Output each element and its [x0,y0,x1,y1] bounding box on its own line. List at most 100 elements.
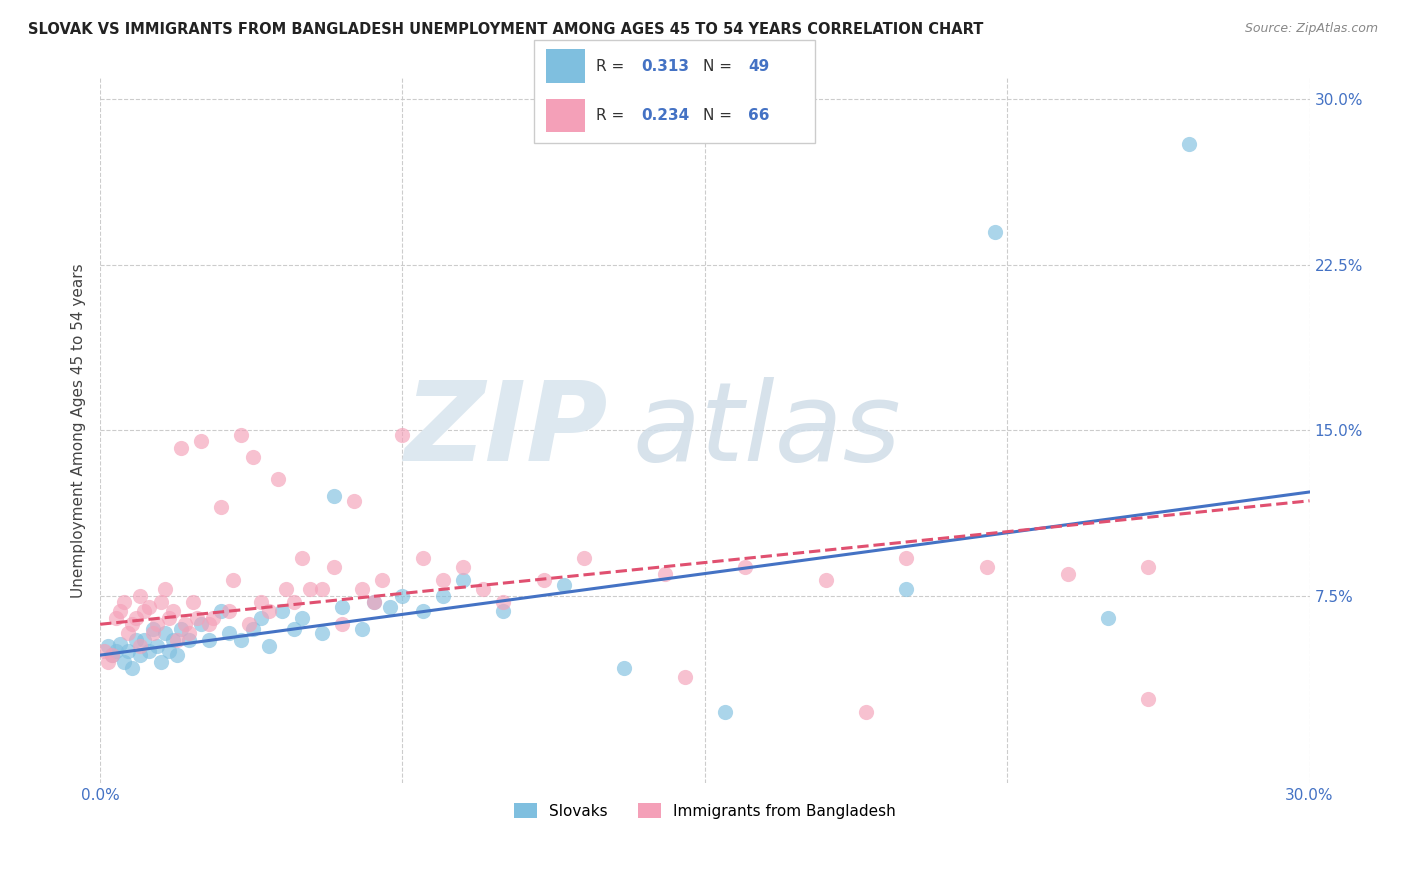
Slovaks [553,577,575,591]
Immigrants from Bangladesh [138,599,160,614]
Slovaks [291,610,314,624]
Immigrants from Bangladesh [141,626,163,640]
Slovaks [432,589,454,603]
Slovaks [259,640,281,654]
Text: 0.313: 0.313 [641,59,689,74]
Slovaks [412,604,434,618]
Immigrants from Bangladesh [125,610,148,624]
Immigrants from Bangladesh [186,610,208,624]
Slovaks [209,604,232,618]
Immigrants from Bangladesh [105,610,128,624]
Immigrants from Bangladesh [149,595,172,609]
Slovaks [613,661,636,675]
Immigrants from Bangladesh [259,604,281,618]
Immigrants from Bangladesh [97,655,120,669]
Slovaks [330,599,353,614]
Immigrants from Bangladesh [218,604,240,618]
Immigrants from Bangladesh [129,589,152,603]
Immigrants from Bangladesh [343,493,366,508]
Immigrants from Bangladesh [166,632,188,647]
Text: 66: 66 [748,108,769,123]
Slovaks [170,622,193,636]
Immigrants from Bangladesh [1137,692,1160,706]
Immigrants from Bangladesh [201,610,224,624]
Immigrants from Bangladesh [153,582,176,596]
Slovaks [101,648,124,662]
Immigrants from Bangladesh [117,626,139,640]
Slovaks [323,489,346,503]
Immigrants from Bangladesh [1137,560,1160,574]
FancyBboxPatch shape [546,49,585,83]
Immigrants from Bangladesh [734,560,756,574]
Text: atlas: atlas [633,376,901,483]
Slovaks [110,637,132,651]
Slovaks [190,617,212,632]
Immigrants from Bangladesh [145,617,167,632]
Immigrants from Bangladesh [363,595,385,609]
Text: R =: R = [596,108,630,123]
Immigrants from Bangladesh [654,566,676,581]
Immigrants from Bangladesh [242,450,264,464]
Immigrants from Bangladesh [673,670,696,684]
Immigrants from Bangladesh [371,573,394,587]
Text: N =: N = [703,59,737,74]
Immigrants from Bangladesh [162,604,184,618]
Immigrants from Bangladesh [855,706,877,720]
Slovaks [1097,610,1119,624]
Immigrants from Bangladesh [451,560,474,574]
Slovaks [117,644,139,658]
Slovaks [1177,136,1199,151]
Immigrants from Bangladesh [173,617,195,632]
Immigrants from Bangladesh [283,595,305,609]
FancyBboxPatch shape [546,99,585,132]
Immigrants from Bangladesh [412,551,434,566]
Slovaks [145,640,167,654]
Immigrants from Bangladesh [976,560,998,574]
Immigrants from Bangladesh [311,582,333,596]
Slovaks [311,626,333,640]
Immigrants from Bangladesh [231,427,253,442]
Immigrants from Bangladesh [112,595,135,609]
FancyBboxPatch shape [534,40,815,143]
Slovaks [242,622,264,636]
Immigrants from Bangladesh [814,573,837,587]
Slovaks [283,622,305,636]
Slovaks [138,644,160,658]
Immigrants from Bangladesh [391,427,413,442]
Text: ZIP: ZIP [405,376,607,483]
Slovaks [363,595,385,609]
Immigrants from Bangladesh [129,640,152,654]
Immigrants from Bangladesh [238,617,260,632]
Slovaks [896,582,918,596]
Slovaks [352,622,374,636]
Immigrants from Bangladesh [533,573,555,587]
Immigrants from Bangladesh [121,617,143,632]
Immigrants from Bangladesh [298,582,321,596]
Immigrants from Bangladesh [101,648,124,662]
Slovaks [112,655,135,669]
Slovaks [231,632,253,647]
Slovaks [198,632,221,647]
Slovaks [97,640,120,654]
Y-axis label: Unemployment Among Ages 45 to 54 years: Unemployment Among Ages 45 to 54 years [72,263,86,598]
Immigrants from Bangladesh [472,582,495,596]
Slovaks [105,644,128,658]
Slovaks [270,604,292,618]
Text: SLOVAK VS IMMIGRANTS FROM BANGLADESH UNEMPLOYMENT AMONG AGES 45 TO 54 YEARS CORR: SLOVAK VS IMMIGRANTS FROM BANGLADESH UNE… [28,22,983,37]
Immigrants from Bangladesh [222,573,245,587]
Immigrants from Bangladesh [157,610,180,624]
Slovaks [141,622,163,636]
Slovaks [492,604,515,618]
Slovaks [177,632,200,647]
Slovaks [250,610,273,624]
Immigrants from Bangladesh [93,644,115,658]
Text: 49: 49 [748,59,769,74]
Text: 0.234: 0.234 [641,108,689,123]
Text: Source: ZipAtlas.com: Source: ZipAtlas.com [1244,22,1378,36]
Immigrants from Bangladesh [134,604,156,618]
Immigrants from Bangladesh [198,617,221,632]
Immigrants from Bangladesh [250,595,273,609]
Immigrants from Bangladesh [190,434,212,449]
Immigrants from Bangladesh [209,500,232,515]
Immigrants from Bangladesh [170,441,193,455]
